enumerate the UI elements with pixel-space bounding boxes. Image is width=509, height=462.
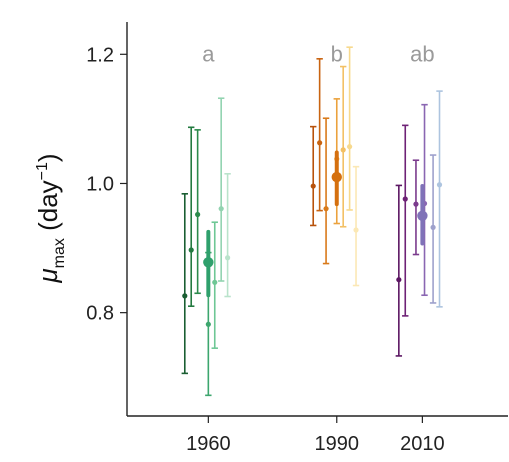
mean-point [417, 210, 428, 221]
replicate-point [205, 321, 211, 327]
y-axis-subscript: max [51, 238, 68, 268]
replicate-point [212, 279, 218, 285]
replicate-point [195, 211, 201, 218]
chart-marks: a b ab [181, 41, 443, 397]
x-tick-label: 1960 [186, 433, 231, 455]
replicate-point [347, 144, 353, 150]
y-axis-title: μmax (day−1) [33, 153, 68, 283]
replicate-point [225, 255, 231, 261]
y-tick-label: 1.0 [86, 173, 114, 195]
group-2010: ab [395, 41, 443, 357]
replicate-point [396, 277, 402, 283]
replicate-point [340, 147, 346, 153]
replicate-point [182, 293, 188, 299]
replicate-point [218, 206, 224, 212]
y-tick-label: 1.2 [86, 44, 114, 66]
mean-point [203, 257, 214, 268]
replicate-point [413, 201, 419, 207]
significance-letter: a [202, 41, 215, 66]
y-tick-label: 0.8 [86, 303, 114, 325]
significance-letter: b [331, 41, 343, 66]
replicate-point [310, 183, 316, 189]
x-tick-label: 2010 [400, 433, 445, 455]
x-tick-label: 1990 [315, 433, 360, 455]
replicate-point [402, 196, 408, 202]
y-axis-unit-open: (day [33, 180, 63, 238]
mean-point [331, 171, 342, 183]
y-axis-unit-superscript: −1 [34, 162, 51, 180]
group-1960: a [181, 41, 231, 397]
replicate-point [188, 247, 194, 253]
replicate-point [436, 182, 443, 188]
replicate-point [317, 140, 323, 146]
y-axis-symbol: μ [33, 268, 63, 283]
replicate-point [323, 206, 329, 212]
replicate-point [430, 224, 436, 230]
significance-letter: ab [410, 41, 434, 66]
group-1990: b [310, 41, 360, 287]
replicate-point [353, 227, 359, 233]
axis-ticks: 0.8 1.0 1.2 1960 1990 2010 [86, 44, 444, 455]
y-axis-unit-close: ) [33, 153, 63, 162]
